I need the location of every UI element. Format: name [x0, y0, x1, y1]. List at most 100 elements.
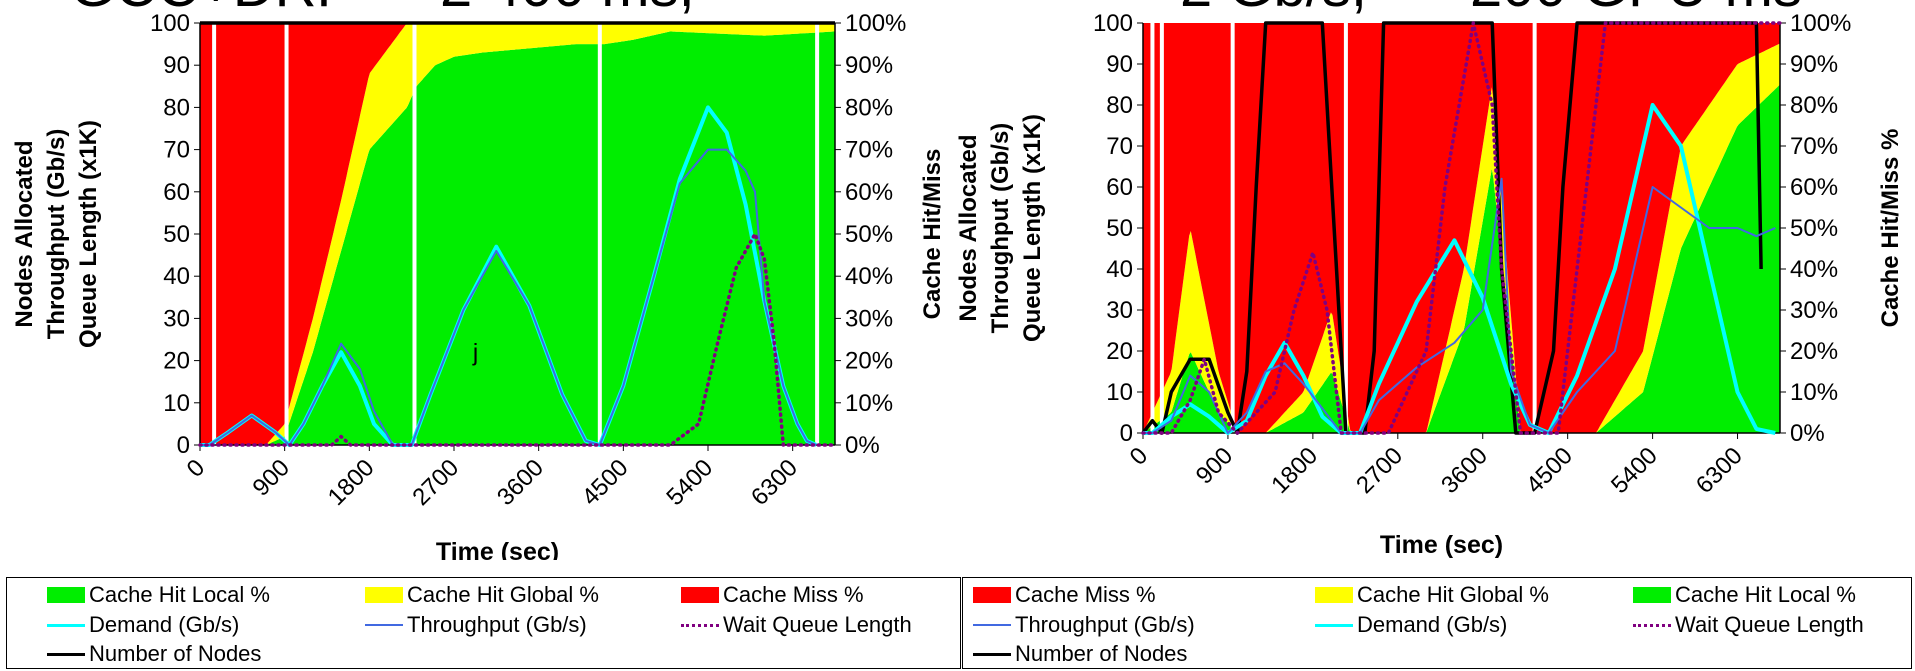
legend-item: Demand (Gb/s): [47, 612, 240, 637]
area-cache-hit-local: [1143, 84, 1780, 433]
legend-swatch: [681, 623, 719, 627]
y-tick-label: 0: [1120, 420, 1133, 447]
y-axis-label-line: Nodes Allocated: [11, 140, 38, 327]
y-tick-label: 30: [1106, 297, 1133, 324]
y-tick-label: 50: [163, 221, 190, 248]
x-tick-label: 4500: [1521, 442, 1578, 499]
data-gap: [1159, 23, 1164, 433]
y2-tick-label: 60%: [1790, 174, 1838, 201]
y2-axis-label: Cache Hit/Miss: [919, 149, 946, 320]
y-tick-label: 40: [163, 263, 190, 290]
data-gap: [1230, 23, 1235, 433]
legend-label: Cache Miss %: [723, 582, 864, 607]
y2-tick-label: 40%: [845, 263, 893, 290]
series-wait-queue-length: [198, 232, 837, 447]
x-tick-label: 4500: [577, 454, 634, 511]
legend-label: Demand (Gb/s): [1357, 612, 1508, 637]
series-number-of-nodes: [1141, 21, 1763, 435]
y-axis-label-line: Throughput (Gb/s): [43, 129, 70, 340]
legend-swatch: [365, 624, 403, 626]
y-tick-label: 20: [163, 348, 190, 375]
series-wait-queue-length: [1141, 21, 1782, 435]
y-tick-label: 70: [1106, 133, 1133, 160]
legend-label: Cache Hit Global %: [407, 582, 599, 607]
legend-item: Cache Hit Global %: [1315, 582, 1549, 607]
y2-tick-label: 90%: [845, 52, 893, 79]
y-tick-label: 40: [1106, 256, 1133, 283]
data-gap: [284, 23, 289, 445]
y2-tick-label: 40%: [1790, 256, 1838, 283]
y-tick-label: 80: [163, 94, 190, 121]
legend-label: Cache Hit Local %: [89, 582, 270, 607]
chart-annotation: j: [472, 340, 478, 367]
y2-tick-label: 10%: [1790, 379, 1838, 406]
y2-tick-label: 0%: [1790, 420, 1825, 447]
title-fragment: 2 Gb/s,: [1180, 0, 1367, 19]
legend-swatch: [47, 652, 85, 656]
y2-tick-label: 10%: [845, 390, 893, 417]
data-gap: [597, 23, 602, 445]
y2-tick-label: 60%: [845, 179, 893, 206]
x-tick-label: 0: [182, 454, 211, 483]
legend-left: Cache Hit Local % Cache Hit Global % Cac…: [6, 577, 961, 669]
legend-swatch: [365, 587, 403, 603]
data-gap: [212, 23, 217, 445]
legend-label: Cache Hit Local %: [1675, 582, 1856, 607]
area-cache-hit-global: [200, 23, 835, 445]
legend-item: Cache Hit Global %: [365, 582, 599, 607]
legend-label: Throughput (Gb/s): [407, 612, 587, 637]
legend-label: Wait Queue Length: [723, 612, 912, 637]
area-cache-miss: [1143, 23, 1780, 433]
y2-tick-label: 100%: [1790, 10, 1851, 37]
y2-tick-label: 20%: [1790, 338, 1838, 365]
x-tick-label: 0: [1125, 442, 1154, 471]
x-tick-label: 900: [1191, 442, 1238, 489]
y-axis-label-line: Nodes Allocated: [955, 134, 982, 321]
legend-right: Cache Miss % Cache Hit Global % Cache Hi…: [962, 577, 1912, 669]
y-tick-label: 50: [1106, 215, 1133, 242]
legend-swatch: [1633, 623, 1671, 627]
data-gap: [412, 23, 417, 445]
legend-item: Wait Queue Length: [681, 612, 912, 637]
x-tick-label: 3600: [1436, 442, 1493, 499]
top-title-fragments: GCC+DRP 2 400 ms, 2 Gb/s, 200 GPU ms: [70, 0, 1802, 19]
x-tick-label: 900: [248, 454, 295, 501]
legend-swatch: [1315, 587, 1353, 603]
y2-tick-label: 30%: [845, 305, 893, 332]
legend-item: Number of Nodes: [47, 641, 261, 666]
y-tick-label: 100: [150, 10, 190, 37]
y-tick-label: 10: [1106, 379, 1133, 406]
legend-label: Cache Miss %: [1015, 582, 1156, 607]
data-gap: [1532, 23, 1537, 433]
legend-label: Throughput (Gb/s): [1015, 612, 1195, 637]
legend-item: Cache Hit Local %: [1633, 582, 1856, 607]
y-axis-label-line: Queue Length (x1K): [1019, 114, 1046, 342]
legend-item: Throughput (Gb/s): [973, 612, 1195, 637]
legend-label: Demand (Gb/s): [89, 612, 240, 637]
series-throughput: [200, 148, 817, 446]
y-tick-label: 90: [1106, 51, 1133, 78]
y-tick-label: 20: [1106, 338, 1133, 365]
y2-tick-label: 90%: [1790, 51, 1838, 78]
chart-canvas: GCC+DRP 2 400 ms, 2 Gb/s, 200 GPU ms 0 10…: [11, 0, 1904, 560]
y2-tick-label: 80%: [1790, 92, 1838, 119]
y2-tick-label: 70%: [845, 137, 893, 164]
legend-swatch: [973, 652, 1011, 656]
x-tick-label: 5400: [1606, 442, 1663, 499]
legend-item: Number of Nodes: [973, 641, 1187, 666]
y2-tick-label: 30%: [1790, 297, 1838, 324]
title-fragment: 200 GPU ms: [1470, 0, 1802, 19]
area-cache-miss: [200, 23, 835, 445]
y-axis-label-line: Throughput (Gb/s): [987, 123, 1014, 334]
series-demand: [1143, 103, 1776, 435]
legend-label: Cache Hit Global %: [1357, 582, 1549, 607]
y-tick-label: 30: [163, 305, 190, 332]
chart-left: 0 10 20 30 40 50 60 70 80 90 100 0% 10% 20% 30% 40% 50% 6…: [11, 10, 946, 560]
x-tick-label: 1800: [323, 454, 380, 511]
y-tick-label: 90: [163, 52, 190, 79]
legend-swatch: [1633, 587, 1671, 603]
x-tick-label: 2700: [407, 454, 464, 511]
legend-swatch: [973, 624, 1011, 626]
y2-tick-label: 70%: [1790, 133, 1838, 160]
y2-tick-label: 20%: [845, 348, 893, 375]
